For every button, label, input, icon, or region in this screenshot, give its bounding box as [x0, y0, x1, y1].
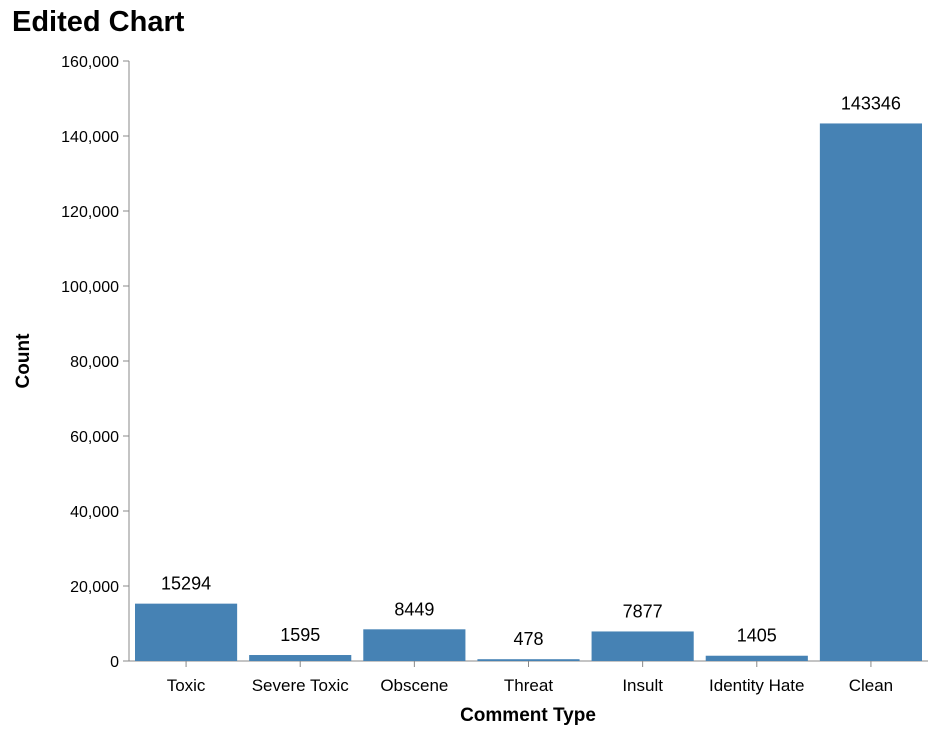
- bar-value-label: 143346: [841, 93, 901, 113]
- y-axis: 0 20,000 40,000 60,000 80,000 100,000 120,000 1…: [61, 54, 130, 671]
- y-axis-title: Count: [13, 333, 34, 389]
- bar-value-label: 478: [513, 629, 543, 649]
- y-tick-label: 140,000: [61, 129, 119, 146]
- bar-severe-toxic: [249, 655, 352, 661]
- y-tick-label: 160,000: [61, 54, 119, 71]
- y-tick-label: 120,000: [61, 204, 119, 221]
- bars: [135, 123, 922, 661]
- x-tick-label: Clean: [849, 676, 893, 695]
- bar-value-label: 15294: [161, 574, 211, 594]
- bar-value-label: 8449: [394, 599, 434, 619]
- x-tick-label: Insult: [622, 676, 663, 695]
- x-tick-label: Identity Hate: [709, 676, 804, 695]
- x-tick-label: Threat: [504, 676, 553, 695]
- data-labels: 15294 1595 8449 478 7877 1405 143346: [161, 93, 901, 649]
- y-tick-label: 60,000: [70, 429, 119, 446]
- bar-value-label: 7877: [623, 601, 663, 621]
- x-tick-label: Severe Toxic: [252, 676, 350, 695]
- y-tick-label: 0: [110, 654, 119, 671]
- x-tick-label: Toxic: [167, 676, 206, 695]
- y-tick-label: 40,000: [70, 504, 119, 521]
- y-tick-label: 80,000: [70, 354, 119, 371]
- chart-title: Edited Chart: [12, 6, 185, 38]
- x-tick-label: Obscene: [380, 676, 448, 695]
- bar-value-label: 1405: [737, 626, 777, 646]
- bar-obscene: [363, 629, 466, 661]
- bar-value-label: 1595: [280, 625, 320, 645]
- bar-clean: [819, 123, 922, 661]
- y-tick-label: 20,000: [70, 579, 119, 596]
- bar-identity-hate: [705, 655, 808, 661]
- y-tick-label: 100,000: [61, 279, 119, 296]
- x-axis-title: Comment Type: [460, 705, 596, 726]
- bar-insult: [591, 631, 694, 661]
- bar-threat: [477, 659, 580, 661]
- x-axis: Toxic Severe Toxic Obscene Threat Insult Iden…: [129, 660, 928, 695]
- bar-toxic: [135, 603, 238, 661]
